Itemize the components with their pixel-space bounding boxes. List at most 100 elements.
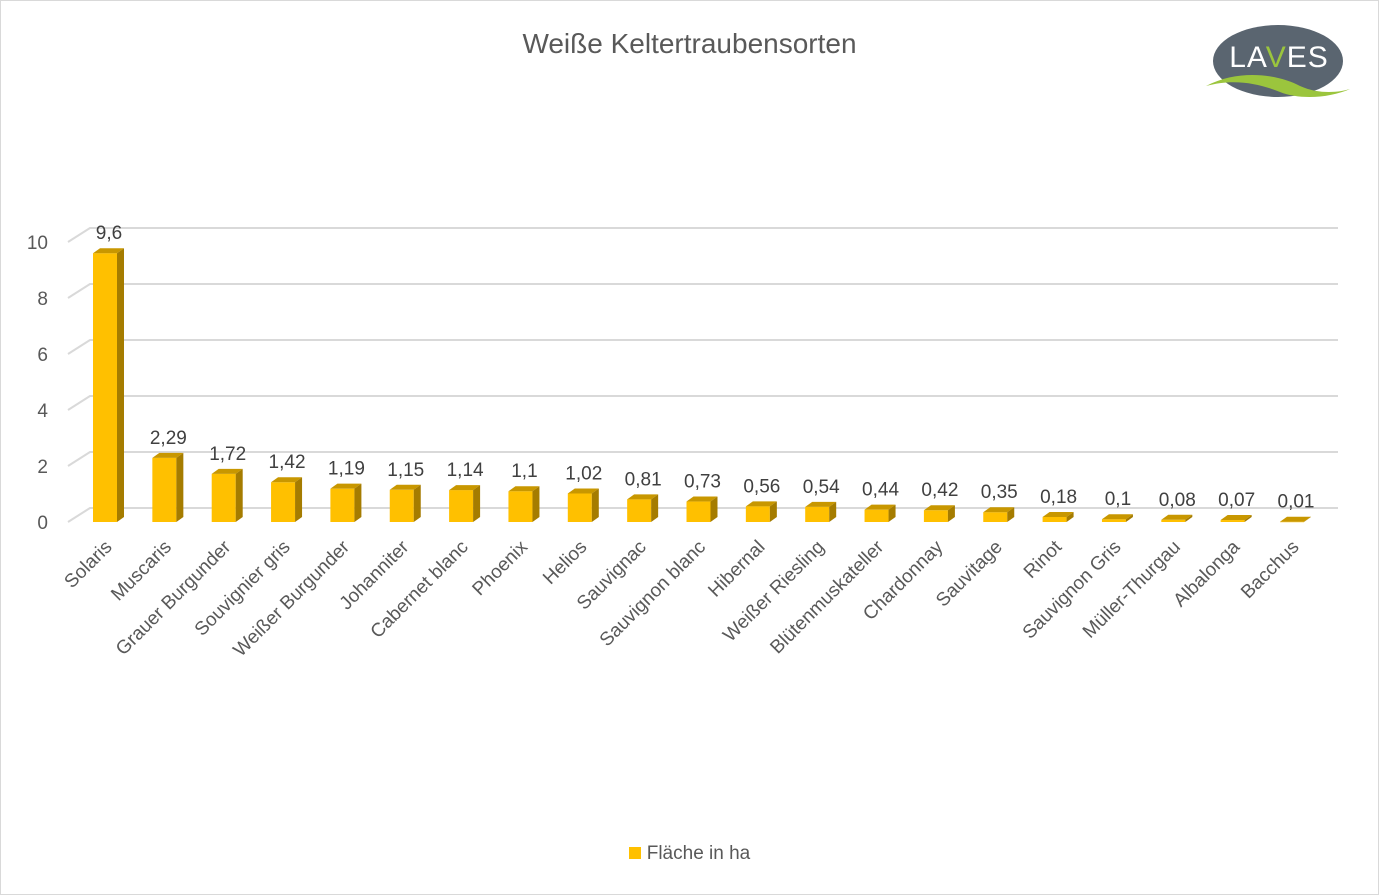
bar-side (473, 485, 481, 522)
y-tick-label: 4 (37, 401, 48, 422)
bar (1220, 520, 1245, 522)
gridline (67, 227, 1338, 243)
bar-top (1220, 515, 1252, 521)
bar-top (686, 496, 718, 502)
bar-side (1244, 515, 1252, 522)
x-tick-label: Rinot (1020, 536, 1067, 583)
y-tick-label: 10 (27, 233, 48, 254)
gridline (67, 451, 1338, 467)
x-tick-label: Helios (539, 537, 591, 589)
bar-top (567, 488, 599, 494)
bar-side (769, 501, 777, 522)
y-tick-label: 0 (37, 513, 48, 534)
bar (93, 253, 117, 522)
bar-top (1280, 516, 1311, 522)
chart-title: Weiße Keltertraubensorten (522, 28, 857, 59)
bar-side (176, 452, 184, 522)
data-label: 0,73 (684, 472, 721, 493)
y-tick-label: 2 (37, 457, 48, 478)
bar (686, 501, 711, 522)
data-label: 1,72 (209, 444, 246, 465)
data-label: 0,81 (625, 469, 662, 490)
bar-side (829, 501, 837, 522)
bar-side (1066, 511, 1074, 522)
bar-side (947, 505, 955, 522)
legend-swatch (628, 847, 641, 859)
bar-top (1161, 514, 1193, 520)
data-label: 1,1 (511, 461, 537, 482)
y-tick-label: 8 (37, 289, 48, 310)
svg-text:LAVES: LAVES (1229, 41, 1329, 74)
x-tick-label: Solaris (61, 537, 117, 593)
legend-label: Fläche in ha (646, 843, 751, 864)
data-label: 1,42 (269, 452, 306, 473)
data-label: 0,54 (803, 477, 840, 498)
data-label: 0,56 (743, 476, 780, 497)
data-label: 2,29 (150, 428, 187, 449)
bar-side (1007, 507, 1015, 522)
data-label: 0,07 (1218, 490, 1255, 511)
bar-side (235, 468, 243, 522)
x-tick-label: Sauvignon blanc (596, 537, 710, 651)
data-label: 0,08 (1159, 490, 1196, 511)
bar-top (389, 484, 421, 490)
bar-side (117, 248, 124, 522)
bar-top (211, 468, 243, 474)
bar-side (710, 496, 718, 522)
bar-top (745, 501, 777, 507)
bar-side (1304, 516, 1311, 522)
bar-top (983, 507, 1015, 513)
bar-top (508, 486, 540, 492)
data-label: 1,15 (387, 460, 424, 481)
gridline (67, 395, 1338, 411)
data-label: 0,18 (1040, 487, 1077, 508)
bar (330, 488, 355, 522)
bar-side (354, 483, 362, 522)
data-label: 0,01 (1278, 492, 1315, 513)
bar-side (1125, 514, 1133, 522)
gridline (67, 507, 1338, 523)
bar (627, 499, 652, 522)
data-label: 1,19 (328, 459, 365, 480)
data-label: 0,35 (981, 482, 1018, 503)
bar (449, 490, 474, 522)
bar (1280, 521, 1304, 523)
bar (211, 473, 236, 522)
bar (271, 482, 296, 522)
bar-side (532, 486, 540, 522)
x-tick-label: Phoenix (469, 536, 533, 600)
bar-top (93, 248, 124, 254)
bar (983, 512, 1008, 522)
bar-side (888, 504, 896, 522)
bar (1042, 516, 1067, 522)
y-tick-label: 6 (37, 345, 48, 366)
bar (805, 506, 830, 522)
data-label: 9,6 (96, 223, 122, 244)
bar-side (1185, 514, 1193, 522)
bar-side (413, 484, 421, 522)
bar (1101, 519, 1126, 522)
x-tick-label: Blütenmuskateller (766, 536, 888, 658)
gridline (67, 339, 1338, 355)
bar (1161, 519, 1186, 522)
bar-top (449, 485, 481, 491)
bar-top (330, 483, 362, 489)
bar (923, 510, 948, 522)
bar (152, 457, 177, 522)
bar (389, 489, 414, 522)
bar-top (864, 504, 896, 510)
data-label: 1,02 (565, 463, 602, 484)
x-tick-label: Bacchus (1237, 537, 1303, 603)
bar (567, 493, 592, 522)
bar-top (1101, 514, 1133, 520)
bar-side (591, 488, 599, 522)
data-label: 0,1 (1105, 489, 1131, 510)
bar (508, 491, 533, 522)
bar-side (651, 494, 659, 522)
bar-top (805, 501, 837, 507)
bar-top (923, 505, 955, 511)
bar-side (295, 477, 303, 522)
bar (864, 509, 889, 522)
laves-logo: LAVES (1206, 25, 1350, 98)
